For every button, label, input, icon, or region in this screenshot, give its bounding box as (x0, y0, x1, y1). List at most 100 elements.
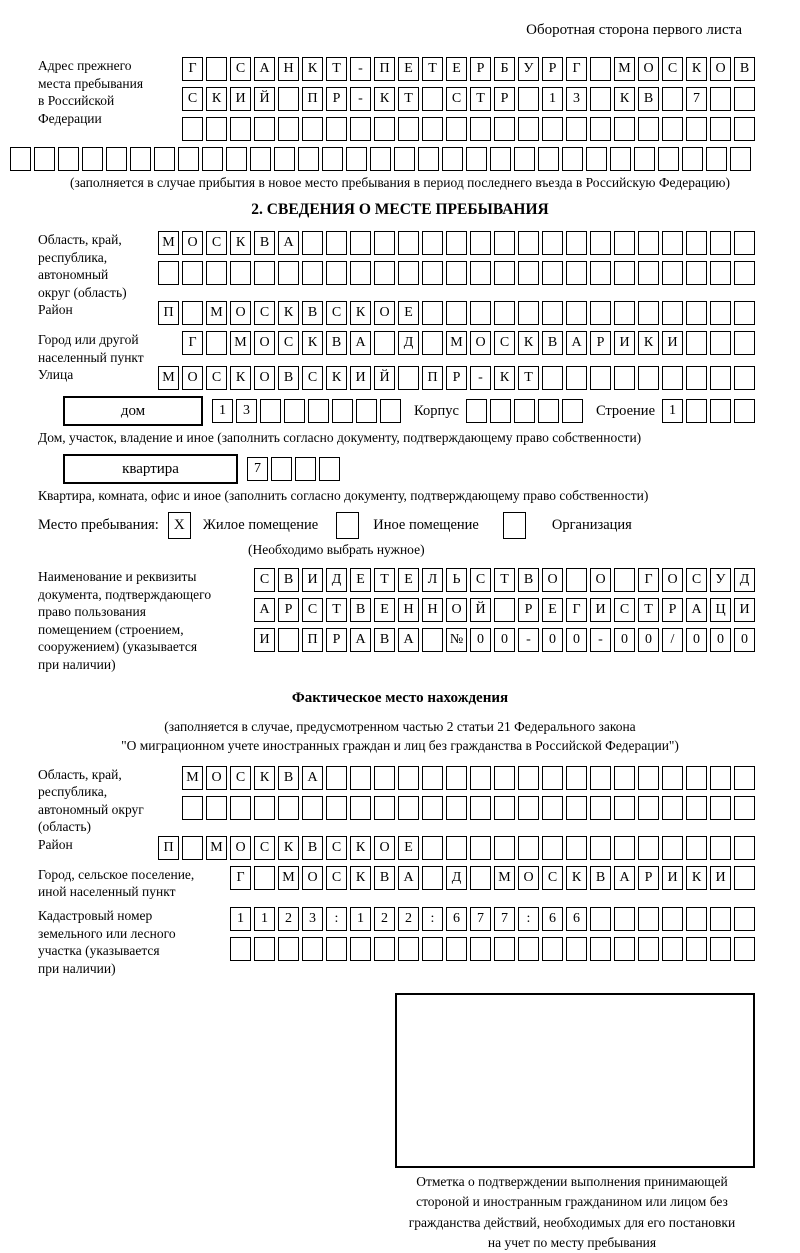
char-box[interactable] (254, 795, 275, 820)
char-box[interactable]: И (662, 331, 683, 356)
char-box[interactable] (490, 147, 511, 171)
char-box[interactable]: Р (542, 57, 563, 81)
char-box[interactable] (590, 906, 611, 931)
char-box[interactable]: В (278, 765, 299, 790)
char-box[interactable]: К (494, 366, 515, 391)
char-box[interactable] (489, 399, 511, 424)
char-box[interactable] (566, 366, 587, 391)
char-box[interactable] (302, 936, 323, 961)
char-box[interactable] (542, 301, 563, 326)
char-box[interactable] (374, 795, 395, 820)
char-box[interactable]: И (230, 87, 251, 111)
char-box[interactable] (566, 568, 587, 593)
char-box[interactable] (470, 231, 491, 255)
char-box[interactable]: № (446, 628, 467, 653)
char-box[interactable]: 3 (236, 399, 257, 424)
char-box[interactable] (278, 117, 299, 141)
char-box[interactable] (298, 147, 319, 171)
char-box[interactable] (278, 795, 299, 820)
char-box[interactable] (662, 795, 683, 820)
char-box[interactable] (446, 936, 467, 961)
char-box[interactable] (614, 261, 635, 285)
char-box[interactable] (590, 231, 611, 255)
char-box[interactable] (422, 117, 443, 141)
char-box[interactable] (82, 147, 103, 171)
char-box[interactable] (470, 117, 491, 141)
char-box[interactable] (734, 906, 755, 931)
char-box[interactable] (356, 399, 377, 424)
char-box[interactable]: О (470, 331, 491, 356)
char-box[interactable] (638, 366, 659, 391)
char-box[interactable] (206, 261, 227, 285)
char-box[interactable]: Ь (446, 568, 467, 593)
char-box[interactable] (326, 765, 347, 790)
char-box[interactable] (710, 331, 731, 356)
char-box[interactable] (710, 231, 731, 255)
char-box[interactable] (710, 835, 731, 860)
char-box[interactable]: Е (398, 301, 419, 326)
char-box[interactable]: О (230, 301, 251, 326)
char-box[interactable]: А (302, 765, 323, 790)
char-box[interactable]: С (254, 301, 275, 326)
char-box[interactable] (662, 117, 683, 141)
char-box[interactable] (202, 147, 223, 171)
char-box[interactable]: С (326, 865, 347, 890)
char-box[interactable] (230, 117, 251, 141)
char-box[interactable]: М (158, 231, 179, 255)
char-box[interactable]: П (158, 301, 179, 326)
char-box[interactable]: К (566, 865, 587, 890)
char-box[interactable]: Т (518, 366, 539, 391)
char-box[interactable]: 2 (278, 906, 299, 931)
char-box[interactable]: 0 (470, 628, 491, 653)
char-box[interactable]: Т (470, 87, 491, 111)
char-box[interactable]: К (302, 57, 323, 81)
char-box[interactable] (278, 628, 299, 653)
char-box[interactable] (274, 147, 295, 171)
char-box[interactable]: И (734, 598, 755, 623)
char-box[interactable] (514, 147, 535, 171)
char-box[interactable]: Р (446, 366, 467, 391)
char-box[interactable]: С (494, 331, 515, 356)
char-box[interactable] (614, 366, 635, 391)
char-box[interactable] (710, 795, 731, 820)
char-box[interactable]: 2 (374, 906, 395, 931)
char-box[interactable]: О (518, 865, 539, 890)
char-box[interactable] (734, 301, 755, 326)
char-box[interactable]: 1 (542, 87, 563, 111)
char-box[interactable] (590, 795, 611, 820)
char-box[interactable] (518, 117, 539, 141)
char-box[interactable]: Д (398, 331, 419, 356)
char-box[interactable] (422, 87, 443, 111)
char-box[interactable]: Е (350, 568, 371, 593)
char-box[interactable] (614, 301, 635, 326)
char-box[interactable]: В (374, 865, 395, 890)
char-box[interactable] (542, 366, 563, 391)
char-box[interactable] (710, 117, 731, 141)
char-box[interactable] (10, 147, 31, 171)
char-box[interactable] (465, 399, 487, 424)
char-box[interactable] (686, 301, 707, 326)
char-box[interactable]: У (518, 57, 539, 81)
char-box[interactable]: О (254, 366, 275, 391)
char-box[interactable] (494, 936, 515, 961)
char-box[interactable]: П (302, 87, 323, 111)
char-box[interactable]: : (518, 906, 539, 931)
char-box[interactable]: А (350, 628, 371, 653)
char-box[interactable] (326, 795, 347, 820)
char-box[interactable] (566, 765, 587, 790)
char-box[interactable]: К (302, 331, 323, 356)
char-box[interactable] (518, 231, 539, 255)
char-box[interactable]: И (350, 366, 371, 391)
char-box[interactable] (374, 231, 395, 255)
char-box[interactable] (206, 331, 227, 356)
char-box[interactable]: Е (398, 568, 419, 593)
char-box[interactable]: Е (542, 598, 563, 623)
char-box[interactable] (326, 261, 347, 285)
char-box[interactable] (518, 261, 539, 285)
char-box[interactable]: А (350, 331, 371, 356)
char-box[interactable]: С (302, 598, 323, 623)
char-box[interactable] (561, 399, 583, 424)
char-box[interactable] (494, 598, 515, 623)
char-box[interactable]: К (278, 835, 299, 860)
char-box[interactable] (638, 301, 659, 326)
